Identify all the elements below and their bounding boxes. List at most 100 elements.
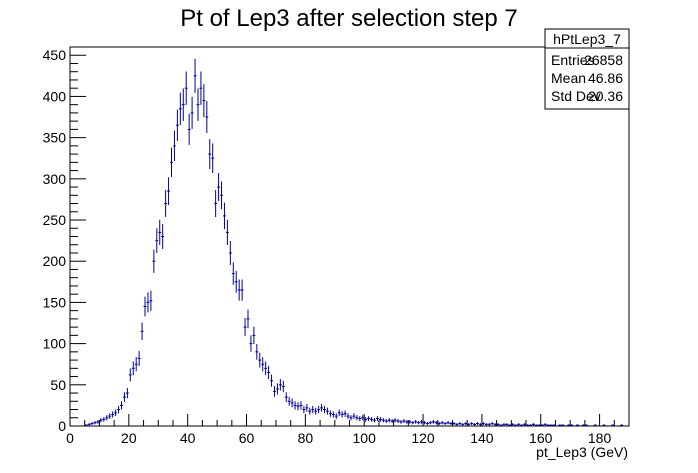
x-tick-label: 80 — [298, 430, 314, 446]
data-point — [228, 241, 232, 265]
data-point — [455, 423, 459, 426]
data-point — [423, 421, 426, 425]
data-point — [167, 177, 171, 206]
data-point — [514, 424, 518, 426]
data-point — [620, 424, 624, 426]
data-point — [308, 407, 312, 415]
stats-mean-label: Mean — [551, 70, 586, 86]
data-point — [349, 415, 353, 421]
data-point — [120, 401, 123, 410]
data-point — [267, 365, 271, 380]
data-point — [402, 419, 406, 424]
data-point — [428, 421, 432, 425]
data-point — [137, 350, 141, 366]
data-point — [531, 423, 535, 426]
x-tick-label: 100 — [353, 430, 377, 446]
data-point — [443, 422, 447, 425]
y-tick-label: 0 — [58, 418, 66, 434]
data-point — [152, 249, 156, 273]
data-point — [281, 380, 285, 393]
data-point — [528, 424, 532, 426]
data-point — [328, 410, 332, 417]
data-point — [355, 415, 359, 421]
data-point — [184, 71, 188, 105]
data-point — [105, 415, 109, 421]
data-point — [417, 421, 421, 425]
data-point — [399, 420, 403, 424]
data-point — [561, 424, 565, 426]
data-point — [484, 423, 488, 426]
data-point — [361, 415, 365, 421]
data-point — [240, 279, 244, 301]
data-point — [234, 270, 238, 293]
data-point — [208, 139, 212, 170]
data-point — [543, 423, 547, 426]
data-point — [511, 423, 515, 426]
stats-box-frame — [544, 28, 630, 110]
data-point — [387, 418, 391, 423]
data-point — [502, 423, 506, 426]
data-point — [520, 424, 524, 426]
data-point — [158, 219, 162, 246]
data-point — [611, 424, 615, 426]
y-tick-label: 250 — [43, 212, 67, 228]
data-point — [364, 417, 368, 422]
data-point — [437, 422, 441, 425]
stats-stddev-value: 20.36 — [588, 88, 623, 104]
data-point — [473, 423, 477, 426]
data-point — [325, 407, 329, 415]
data-point — [378, 417, 382, 422]
data-point — [134, 357, 138, 372]
data-point — [358, 416, 362, 422]
data-point — [237, 279, 241, 301]
data-point — [255, 344, 259, 360]
data-point — [102, 417, 106, 422]
data-point — [337, 409, 341, 417]
data-point — [146, 292, 150, 313]
data-point — [287, 396, 291, 406]
stats-mean-value: 46.86 — [588, 70, 623, 86]
data-point — [517, 423, 521, 426]
y-axis: 0 50 100 150 200 250 300 350 400 450 — [43, 46, 86, 434]
x-tick-label: 140 — [470, 430, 494, 446]
data-point — [225, 219, 229, 246]
data-point — [178, 92, 182, 125]
data-point — [493, 423, 497, 426]
data-point — [470, 422, 474, 425]
data-point — [411, 421, 415, 425]
data-point — [458, 422, 462, 425]
data-point — [552, 424, 556, 426]
data-point — [370, 417, 374, 422]
data-point — [396, 419, 400, 424]
data-point — [114, 409, 118, 417]
x-tick-label: 0 — [66, 430, 74, 446]
data-point — [293, 401, 297, 410]
data-point — [549, 424, 553, 426]
data-point — [452, 422, 456, 425]
data-point — [431, 420, 435, 424]
data-point — [140, 322, 144, 341]
data-point — [581, 424, 585, 426]
data-point — [526, 424, 529, 426]
data-point — [461, 423, 465, 426]
data-point — [190, 96, 194, 129]
data-point — [570, 424, 574, 426]
data-point — [523, 423, 527, 426]
data-point — [220, 181, 223, 210]
data-point — [593, 424, 597, 426]
data-point — [175, 109, 179, 142]
data-point — [172, 130, 176, 162]
data-point — [270, 374, 274, 387]
data-point — [323, 405, 326, 414]
data-point — [243, 318, 247, 337]
data-point — [128, 368, 132, 382]
data-point — [490, 422, 494, 425]
data-point — [334, 413, 338, 419]
data-point — [164, 190, 168, 218]
data-point — [249, 335, 253, 352]
data-point — [584, 424, 588, 426]
data-point — [211, 143, 215, 174]
x-axis: 0 20 40 60 80 100 120 140 160 180 — [66, 414, 630, 446]
data-point — [96, 420, 100, 424]
y-tick-label: 300 — [43, 171, 67, 187]
